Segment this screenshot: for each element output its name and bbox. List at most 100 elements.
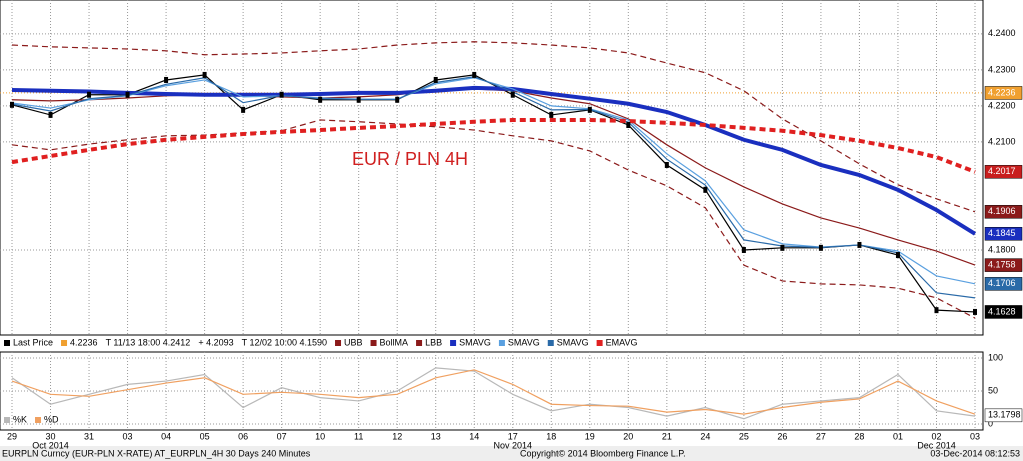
- footer-bar: [0, 446, 1023, 461]
- y-tick-label: 4.1800: [988, 244, 1016, 254]
- price-bar: [818, 244, 823, 251]
- value-flag-label: 4.2236: [988, 87, 1016, 97]
- y-tick-label: 4.2200: [988, 100, 1016, 110]
- legend-swatch: [370, 340, 377, 346]
- price-bar: [433, 76, 438, 83]
- x-tick-label: 12: [392, 431, 402, 441]
- legend-text: UBB: [344, 337, 363, 347]
- price-bar: [664, 161, 669, 168]
- series-line: [11, 85, 977, 236]
- x-tick-label: 25: [739, 431, 749, 441]
- y-tick-label: 100: [988, 352, 1003, 362]
- x-tick-label: 28: [854, 431, 864, 441]
- x-tick-label: 31: [84, 431, 94, 441]
- x-tick-label: 26: [777, 431, 787, 441]
- price-bar: [125, 91, 130, 98]
- value-flag: [984, 277, 1023, 291]
- value-flag: [984, 86, 1023, 100]
- value-flag: [984, 165, 1023, 179]
- x-tick-label: 30: [46, 431, 56, 441]
- price-bar: [164, 76, 169, 83]
- series-line: [11, 117, 976, 174]
- price-bar: [279, 91, 284, 98]
- month-label: Oct 2014: [32, 440, 69, 450]
- price-bar: [934, 307, 939, 314]
- value-flag: [984, 205, 1023, 219]
- footer-center: Copyright© 2014 Bloomberg Finance L.P.: [520, 448, 686, 458]
- legend-text: 4.2236: [70, 337, 98, 347]
- value-flag-label: 4.2017: [988, 166, 1016, 176]
- x-tick-label: 13: [431, 431, 441, 441]
- price-bar: [472, 71, 477, 78]
- price-bar: [857, 241, 862, 248]
- price-bar: [626, 121, 631, 128]
- price-bar: [741, 246, 746, 253]
- y-tick-label: 4.2400: [988, 28, 1016, 38]
- price-bar: [356, 96, 361, 103]
- legend-text: LBB: [425, 337, 442, 347]
- y-tick-label: 4.2300: [988, 64, 1016, 74]
- x-tick-label: 05: [200, 431, 210, 441]
- legend-text: BollMA: [380, 337, 409, 347]
- legend-text: Last Price: [13, 337, 53, 347]
- x-tick-label: 18: [546, 431, 556, 441]
- price-bar: [202, 71, 207, 78]
- value-flag: [984, 305, 1023, 319]
- legend-swatch: [335, 340, 342, 346]
- series-line: [11, 41, 976, 213]
- value-flag-label: 4.1628: [988, 306, 1016, 316]
- x-tick-label: 04: [161, 431, 171, 441]
- legend-text: SMAVG: [459, 337, 491, 347]
- x-tick-label: 27: [816, 431, 826, 441]
- price-bar: [241, 106, 246, 113]
- x-tick-label: 11: [354, 431, 363, 441]
- price-panel: [0, 0, 984, 336]
- legend-swatch: [4, 417, 10, 423]
- month-label: Dec 2014: [917, 440, 956, 450]
- y-tick-label: 4.2100: [988, 136, 1016, 146]
- legend-swatch: [416, 340, 423, 346]
- x-tick-label: 24: [700, 431, 710, 441]
- price-bar: [973, 308, 977, 315]
- x-tick-label: 07: [277, 431, 287, 441]
- legend-swatch: [61, 340, 68, 346]
- x-tick-label: 06: [238, 431, 248, 441]
- x-tick-label: 03: [970, 431, 980, 441]
- price-bar: [587, 106, 592, 113]
- legend-text: EMAVG: [606, 337, 638, 347]
- legend-swatch: [35, 417, 42, 423]
- month-label: Nov 2014: [493, 440, 532, 450]
- series-line: [11, 77, 976, 285]
- chart-title: EUR / PLN 4H: [352, 149, 468, 169]
- series-line: [11, 369, 976, 415]
- legend-text: T 11/13 18:00 4.2412: [106, 337, 191, 347]
- footer-left: EURPLN Curncy (EUR-PLN X-RATE) AT_EURPLN…: [2, 448, 311, 458]
- x-tick-label: 29: [7, 431, 17, 441]
- price-bar: [703, 186, 708, 193]
- legend-text: %K: [13, 414, 27, 424]
- price-bar: [10, 101, 14, 108]
- price-bar: [549, 111, 554, 118]
- x-tick-label: 02: [931, 431, 941, 441]
- value-flag: [984, 258, 1023, 272]
- series-line: [11, 119, 976, 319]
- footer-right: 03-Dec-2014 08:12:53: [930, 448, 1020, 458]
- legend-text: SMAVG: [557, 337, 589, 347]
- y-tick-label: 0: [988, 418, 993, 428]
- value-flag-label: 4.1845: [988, 228, 1016, 238]
- x-tick-label: 20: [623, 431, 633, 441]
- x-tick-label: 21: [662, 431, 672, 441]
- value-flag: [984, 408, 1023, 423]
- x-tick-label: 03: [123, 431, 133, 441]
- price-bar: [318, 96, 323, 103]
- price-bar: [895, 252, 900, 259]
- legend-swatch: [450, 340, 457, 346]
- legend-swatch: [498, 340, 505, 346]
- price-bar: [87, 91, 92, 98]
- x-tick-label: 14: [469, 431, 479, 441]
- series-line: [11, 76, 976, 299]
- value-flag-label: 4.1758: [988, 259, 1016, 269]
- x-tick-label: 10: [315, 431, 325, 441]
